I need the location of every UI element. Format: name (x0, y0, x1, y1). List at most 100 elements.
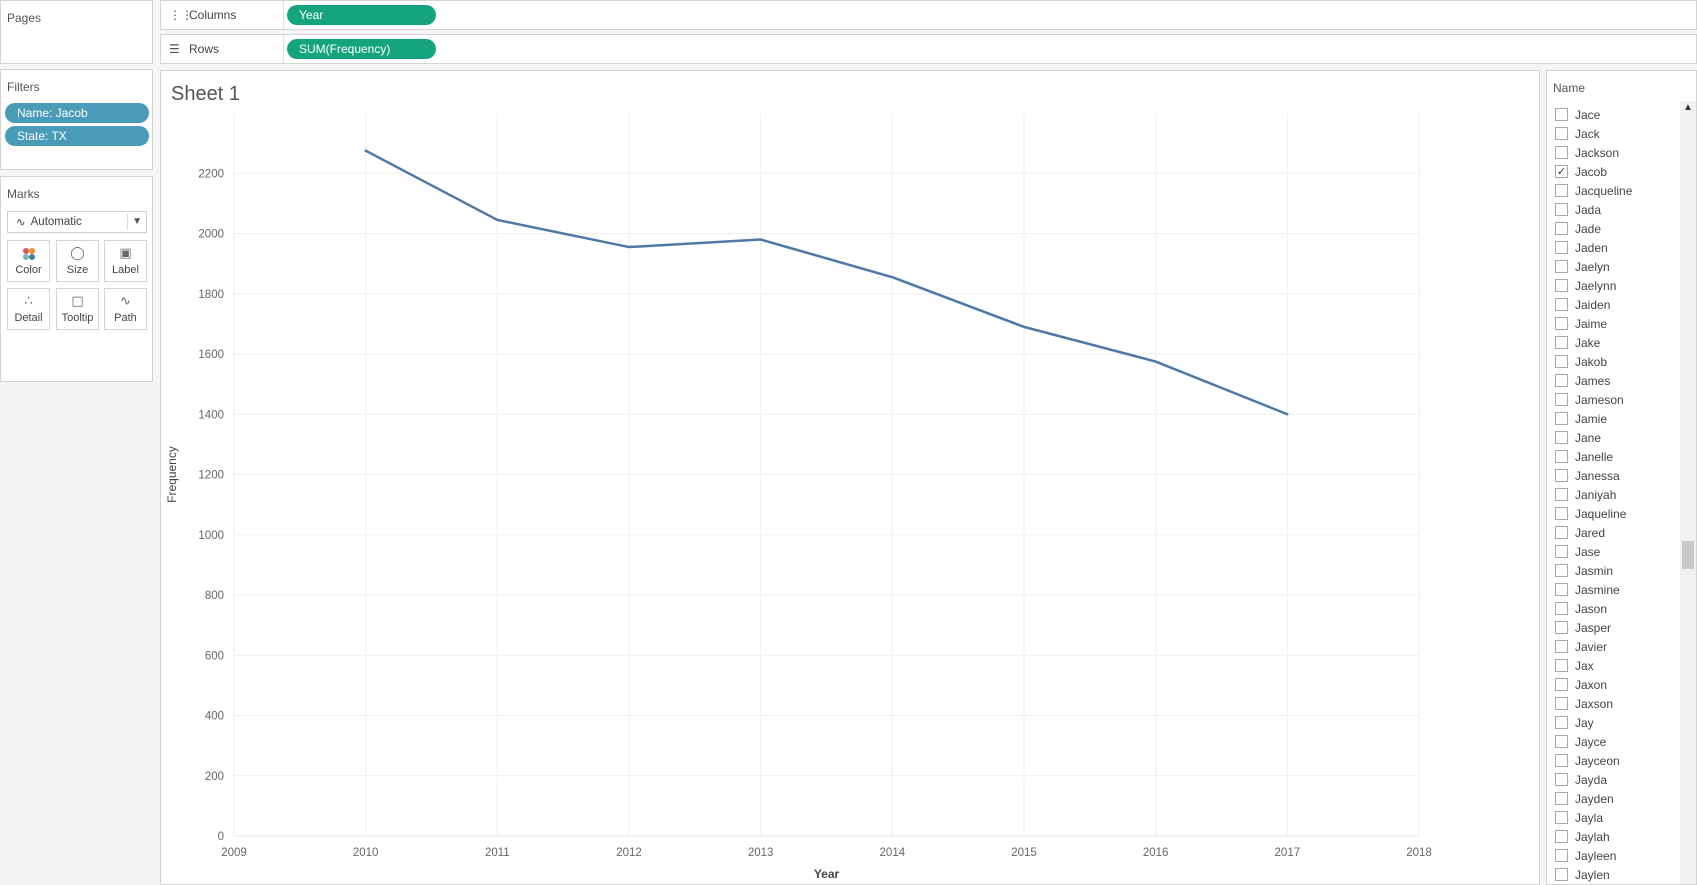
checkbox[interactable] (1555, 488, 1568, 501)
checkbox[interactable] (1555, 735, 1568, 748)
checkbox[interactable] (1555, 507, 1568, 520)
name-filter-item[interactable]: Jayla (1555, 808, 1603, 827)
checkbox[interactable] (1555, 355, 1568, 368)
name-filter-item[interactable]: Jackson (1555, 143, 1619, 162)
name-filter-item[interactable]: Jayda (1555, 770, 1607, 789)
checkbox[interactable] (1555, 716, 1568, 729)
checkbox[interactable] (1555, 146, 1568, 159)
chevron-down-icon[interactable]: ▼ (127, 214, 142, 230)
columns-pill-year[interactable]: Year (287, 5, 436, 25)
marks-path-card[interactable]: ∿ Path (104, 288, 147, 330)
name-filter-item[interactable]: Jax (1555, 656, 1594, 675)
checkbox[interactable] (1555, 127, 1568, 140)
checkbox[interactable] (1555, 792, 1568, 805)
checkbox[interactable] (1555, 621, 1568, 634)
checkbox[interactable] (1555, 811, 1568, 824)
name-filter-item[interactable]: James (1555, 371, 1610, 390)
mark-type-dropdown[interactable]: ∿ Automatic ▼ (7, 211, 147, 233)
name-filter-item[interactable]: Jake (1555, 333, 1600, 352)
name-filter-item[interactable]: Jayden (1555, 789, 1614, 808)
name-filter-item[interactable]: Jade (1555, 219, 1601, 238)
name-filter-item[interactable]: Jay (1555, 713, 1594, 732)
checkbox[interactable] (1555, 697, 1568, 710)
name-filter-card[interactable]: Name Jace Jack Jackson ✓ Jacob Jacqueline Jada… (1546, 70, 1697, 885)
checkbox[interactable] (1555, 773, 1568, 786)
name-filter-item[interactable]: Jasmine (1555, 580, 1620, 599)
marks-size-card[interactable]: ◯ Size (56, 240, 99, 282)
marks-detail-card[interactable]: ∴ Detail (7, 288, 50, 330)
checkbox[interactable] (1555, 298, 1568, 311)
name-filter-item[interactable]: Jared (1555, 523, 1605, 542)
checkbox[interactable] (1555, 659, 1568, 672)
checkbox[interactable] (1555, 564, 1568, 577)
name-filter-item[interactable]: Jasper (1555, 618, 1611, 637)
name-filter-item[interactable]: Jace (1555, 105, 1600, 124)
name-filter-item[interactable]: Jayce (1555, 732, 1606, 751)
name-filter-item[interactable]: Jaxson (1555, 694, 1613, 713)
checkbox[interactable] (1555, 412, 1568, 425)
name-filter-item[interactable]: Janelle (1555, 447, 1613, 466)
name-filter-item[interactable]: Jase (1555, 542, 1600, 561)
checkbox[interactable] (1555, 450, 1568, 463)
filters-panel[interactable]: Filters Name: Jacob State: TX (0, 69, 153, 170)
checkbox[interactable] (1555, 526, 1568, 539)
checkbox[interactable] (1555, 317, 1568, 330)
checkbox[interactable] (1555, 754, 1568, 767)
name-filter-item[interactable]: Jaelynn (1555, 276, 1616, 295)
name-filter-item[interactable]: Jane (1555, 428, 1601, 447)
checkbox[interactable] (1555, 583, 1568, 596)
scroll-thumb[interactable] (1682, 541, 1694, 569)
checkbox-checked[interactable]: ✓ (1555, 165, 1568, 178)
checkbox[interactable] (1555, 678, 1568, 691)
checkbox[interactable] (1555, 203, 1568, 216)
checkbox[interactable] (1555, 830, 1568, 843)
name-filter-item[interactable]: Jasmin (1555, 561, 1613, 580)
name-filter-item[interactable]: Jamie (1555, 409, 1607, 428)
name-filter-item[interactable]: Jaiden (1555, 295, 1610, 314)
checkbox[interactable] (1555, 336, 1568, 349)
checkbox[interactable] (1555, 393, 1568, 406)
name-filter-item[interactable]: Janessa (1555, 466, 1620, 485)
name-filter-item[interactable]: Jayleen (1555, 846, 1616, 865)
name-filter-item[interactable]: Jaxon (1555, 675, 1607, 694)
checkbox[interactable] (1555, 279, 1568, 292)
checkbox[interactable] (1555, 469, 1568, 482)
checkbox[interactable] (1555, 108, 1568, 121)
name-filter-item[interactable]: Janiyah (1555, 485, 1616, 504)
checkbox[interactable] (1555, 260, 1568, 273)
checkbox[interactable] (1555, 868, 1568, 881)
rows-pill-frequency[interactable]: SUM(Frequency) (287, 39, 436, 59)
name-filter-item[interactable]: Jayceon (1555, 751, 1620, 770)
checkbox[interactable] (1555, 241, 1568, 254)
name-filter-item[interactable]: ✓ Jacob (1555, 162, 1607, 181)
checkbox[interactable] (1555, 640, 1568, 653)
name-filter-item[interactable]: Jack (1555, 124, 1600, 143)
name-filter-item[interactable]: Jaylen (1555, 865, 1610, 884)
checkbox[interactable] (1555, 374, 1568, 387)
name-filter-item[interactable]: Jaden (1555, 238, 1608, 257)
name-filter-item[interactable]: Jameson (1555, 390, 1624, 409)
name-list-scrollbar[interactable]: ▲ (1680, 101, 1696, 884)
marks-tooltip-card[interactable]: □ Tooltip (56, 288, 99, 330)
rows-shelf[interactable]: ☰ Rows SUM(Frequency) (160, 34, 1697, 64)
checkbox[interactable] (1555, 431, 1568, 444)
checkbox[interactable] (1555, 184, 1568, 197)
name-filter-item[interactable]: Javier (1555, 637, 1607, 656)
checkbox[interactable] (1555, 849, 1568, 862)
name-filter-item[interactable]: Jaime (1555, 314, 1607, 333)
name-filter-item[interactable]: Jacqueline (1555, 181, 1632, 200)
filter-pill-state[interactable]: State: TX (5, 126, 149, 146)
name-filter-item[interactable]: Jaylah (1555, 827, 1610, 846)
name-filter-item[interactable]: Jason (1555, 599, 1607, 618)
name-filter-item[interactable]: Jaelyn (1555, 257, 1610, 276)
name-filter-item[interactable]: Jada (1555, 200, 1601, 219)
scroll-up-icon[interactable]: ▲ (1683, 102, 1693, 113)
columns-shelf[interactable]: ⋮⋮ Columns Year (160, 0, 1697, 30)
marks-color-card[interactable]: Color (7, 240, 50, 282)
checkbox[interactable] (1555, 545, 1568, 558)
marks-panel[interactable]: Marks ∿ Automatic ▼ Color ◯ Size ▣ Label… (0, 176, 153, 382)
filter-pill-name[interactable]: Name: Jacob (5, 103, 149, 123)
sheet-panel[interactable]: Sheet 1 0 200 400 600 800 1000 1200 1400 1600 180… (160, 70, 1540, 885)
marks-label-card[interactable]: ▣ Label (104, 240, 147, 282)
name-filter-item[interactable]: Jakob (1555, 352, 1607, 371)
